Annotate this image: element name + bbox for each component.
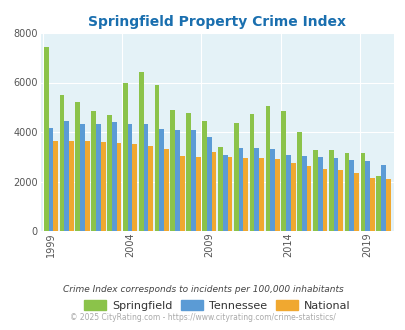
- Bar: [191, 130, 195, 231]
- Bar: [270, 149, 274, 231]
- Bar: [179, 155, 184, 231]
- Bar: [364, 161, 369, 231]
- Bar: [75, 102, 80, 231]
- Bar: [128, 124, 132, 231]
- Bar: [258, 158, 263, 231]
- Bar: [227, 157, 232, 231]
- Bar: [139, 72, 143, 231]
- Bar: [148, 146, 153, 231]
- Bar: [238, 148, 243, 231]
- Bar: [112, 122, 116, 231]
- Bar: [60, 95, 64, 231]
- Bar: [116, 143, 121, 231]
- Bar: [337, 170, 342, 231]
- Bar: [333, 158, 337, 231]
- Bar: [49, 128, 53, 231]
- Bar: [154, 85, 159, 231]
- Bar: [296, 131, 301, 231]
- Bar: [211, 152, 216, 231]
- Bar: [306, 166, 311, 231]
- Bar: [286, 155, 290, 231]
- Bar: [243, 158, 247, 231]
- Bar: [170, 110, 175, 231]
- Bar: [85, 142, 90, 231]
- Bar: [132, 144, 137, 231]
- Text: © 2025 CityRating.com - https://www.cityrating.com/crime-statistics/: © 2025 CityRating.com - https://www.city…: [70, 313, 335, 322]
- Bar: [380, 165, 385, 231]
- Bar: [360, 153, 364, 231]
- Bar: [222, 155, 227, 231]
- Bar: [281, 111, 286, 231]
- Bar: [143, 124, 148, 231]
- Bar: [375, 176, 380, 231]
- Bar: [100, 143, 105, 231]
- Bar: [274, 159, 279, 231]
- Bar: [96, 124, 100, 231]
- Bar: [317, 157, 322, 231]
- Bar: [349, 160, 353, 231]
- Bar: [195, 157, 200, 231]
- Bar: [186, 113, 191, 231]
- Bar: [91, 111, 96, 231]
- Bar: [53, 141, 58, 231]
- Bar: [249, 114, 254, 231]
- Bar: [254, 148, 258, 231]
- Bar: [69, 141, 74, 231]
- Bar: [328, 150, 333, 231]
- Bar: [301, 155, 306, 231]
- Text: Crime Index corresponds to incidents per 100,000 inhabitants: Crime Index corresponds to incidents per…: [62, 285, 343, 294]
- Bar: [44, 47, 49, 231]
- Bar: [322, 169, 326, 231]
- Bar: [353, 173, 358, 231]
- Bar: [107, 115, 112, 231]
- Bar: [312, 150, 317, 231]
- Bar: [369, 178, 374, 231]
- Bar: [202, 121, 207, 231]
- Title: Springfield Property Crime Index: Springfield Property Crime Index: [88, 15, 345, 29]
- Bar: [164, 148, 168, 231]
- Bar: [64, 121, 69, 231]
- Bar: [265, 106, 270, 231]
- Bar: [217, 147, 222, 231]
- Bar: [80, 124, 85, 231]
- Bar: [123, 83, 128, 231]
- Bar: [233, 123, 238, 231]
- Bar: [344, 153, 349, 231]
- Bar: [175, 130, 179, 231]
- Bar: [290, 163, 295, 231]
- Bar: [159, 129, 164, 231]
- Bar: [385, 179, 390, 231]
- Bar: [207, 137, 211, 231]
- Legend: Springfield, Tennessee, National: Springfield, Tennessee, National: [79, 296, 354, 315]
